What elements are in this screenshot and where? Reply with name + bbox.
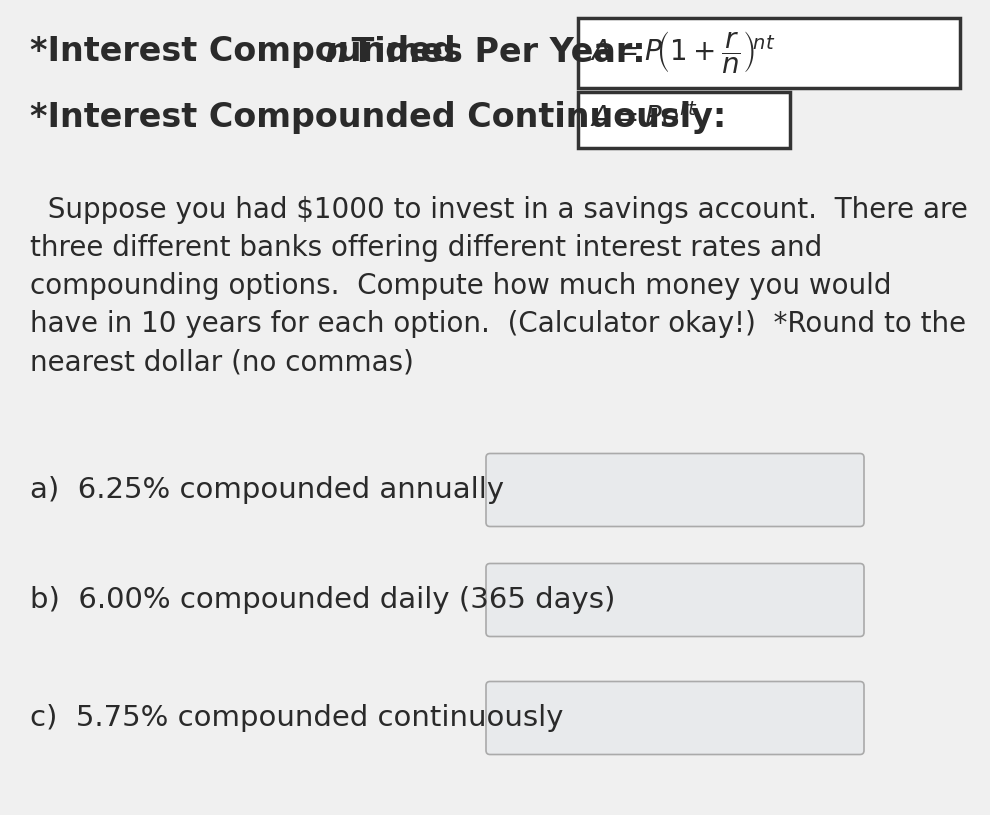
Text: c)  5.75% compounded continuously: c) 5.75% compounded continuously <box>30 704 563 732</box>
Text: compounding options.  Compute how much money you would: compounding options. Compute how much mo… <box>30 272 892 300</box>
FancyBboxPatch shape <box>486 681 864 755</box>
Text: b)  6.00% compounded daily (365 days): b) 6.00% compounded daily (365 days) <box>30 586 616 614</box>
Text: n: n <box>325 36 348 68</box>
Bar <box>578 18 960 88</box>
Text: Times Per Year:: Times Per Year: <box>340 36 657 68</box>
Text: $A = Pe^{rt}$: $A = Pe^{rt}$ <box>590 104 698 133</box>
FancyBboxPatch shape <box>486 563 864 637</box>
Text: have in 10 years for each option.  (Calculator okay!)  *Round to the: have in 10 years for each option. (Calcu… <box>30 310 966 338</box>
Bar <box>578 92 790 148</box>
FancyBboxPatch shape <box>486 453 864 526</box>
Text: *Interest Compounded: *Interest Compounded <box>30 36 467 68</box>
Text: Suppose you had $1000 to invest in a savings account.  There are: Suppose you had $1000 to invest in a sav… <box>30 196 968 224</box>
Text: three different banks offering different interest rates and: three different banks offering different… <box>30 234 823 262</box>
Text: *Interest Compounded Continuously:: *Interest Compounded Continuously: <box>30 102 738 134</box>
Text: nearest dollar (no commas): nearest dollar (no commas) <box>30 348 414 376</box>
Text: a)  6.25% compounded annually: a) 6.25% compounded annually <box>30 476 504 504</box>
Text: $A = P\!\left(1+\dfrac{r}{n}\right)^{\!nt}$: $A = P\!\left(1+\dfrac{r}{n}\right)^{\!n… <box>590 29 775 75</box>
